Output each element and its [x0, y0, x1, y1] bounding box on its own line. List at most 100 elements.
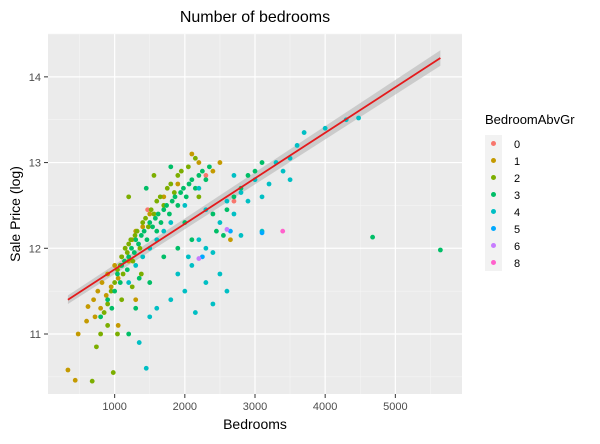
data-point-bedrooms-3 [192, 185, 198, 191]
data-point-bedrooms-4 [140, 254, 146, 260]
data-point-bedrooms-2 [110, 370, 116, 375]
data-point-bedrooms-3 [168, 164, 174, 170]
x-tick-label: 5000 [383, 401, 407, 413]
data-point-bedrooms-3 [214, 228, 219, 234]
data-point-bedrooms-2 [101, 310, 107, 315]
data-point-bedrooms-3 [161, 207, 167, 213]
data-point-bedrooms-4 [168, 297, 174, 303]
points-layer [65, 115, 443, 384]
legend: BedroomAbvGr 0 1 2 3 4 5 6 8 [485, 112, 575, 271]
data-point-bedrooms-2 [126, 241, 132, 247]
confidence-band [67, 50, 441, 305]
data-point-bedrooms-4 [133, 263, 139, 268]
data-point-bedrooms-4 [356, 115, 361, 121]
data-point-bedrooms-2 [134, 228, 140, 234]
data-point-bedrooms-4 [161, 228, 167, 234]
data-point-bedrooms-3 [131, 250, 137, 255]
data-point-bedrooms-3 [126, 331, 132, 337]
data-point-bedrooms-3 [245, 173, 251, 178]
data-point-bedrooms-3 [166, 211, 172, 217]
data-point-bedrooms-4 [126, 280, 132, 285]
data-point-bedrooms-3 [144, 237, 150, 243]
legend-dot-5 [491, 226, 496, 231]
data-point-bedrooms-2 [154, 198, 160, 204]
data-point-bedrooms-3 [175, 245, 181, 251]
data-point-bedrooms-2 [128, 237, 134, 243]
data-point-bedrooms-1 [112, 263, 118, 268]
data-point-bedrooms-3 [189, 177, 195, 183]
data-point-bedrooms-3 [252, 168, 258, 174]
legend-label-0: 0 [514, 139, 520, 151]
data-point-bedrooms-3 [152, 215, 158, 221]
data-point-bedrooms-4 [154, 305, 160, 311]
data-point-bedrooms-2 [151, 173, 157, 178]
data-point-bedrooms-4 [210, 301, 216, 307]
x-tick-label: 4000 [313, 401, 337, 413]
data-point-bedrooms-4 [182, 288, 188, 294]
data-point-bedrooms-2 [143, 215, 148, 221]
data-point-bedrooms-2 [137, 245, 143, 251]
data-point-bedrooms-1 [95, 288, 101, 294]
data-point-bedrooms-3 [231, 194, 237, 200]
data-point-bedrooms-3 [133, 237, 139, 243]
data-point-bedrooms-2 [130, 258, 136, 264]
data-point-bedrooms-4 [231, 173, 237, 178]
data-point-bedrooms-4 [196, 185, 202, 191]
legend-label-1: 1 [514, 156, 520, 168]
data-point-bedrooms-2 [98, 331, 104, 337]
data-point-bedrooms-3 [117, 280, 123, 285]
data-point-bedrooms-4 [301, 130, 307, 135]
data-point-bedrooms-2 [124, 250, 130, 255]
y-tick-label: 14 [29, 72, 41, 84]
data-point-bedrooms-2 [94, 344, 99, 350]
data-point-bedrooms-4 [196, 237, 202, 243]
data-point-bedrooms-2 [151, 211, 157, 217]
data-point-bedrooms-2 [140, 220, 146, 225]
data-point-bedrooms-4 [136, 340, 142, 345]
data-point-bedrooms-3 [138, 233, 144, 238]
data-point-bedrooms-0 [145, 207, 151, 213]
y-tick-label: 13 [29, 158, 41, 170]
data-point-bedrooms-2 [138, 271, 144, 277]
legend-label-6: 6 [514, 241, 520, 253]
data-point-bedrooms-4 [280, 168, 286, 174]
data-point-bedrooms-4 [168, 220, 174, 225]
data-point-bedrooms-1 [210, 168, 216, 174]
regression-line [67, 57, 441, 301]
data-point-bedrooms-3 [158, 220, 164, 225]
data-point-bedrooms-3 [136, 241, 141, 247]
data-point-bedrooms-3 [143, 185, 149, 191]
data-point-bedrooms-1 [175, 181, 181, 187]
data-point-bedrooms-2 [129, 284, 135, 290]
x-tick-label: 3000 [243, 401, 267, 413]
confidence-band-layer [67, 50, 441, 305]
data-point-bedrooms-3 [178, 190, 184, 195]
data-point-bedrooms-1 [196, 160, 202, 165]
data-point-bedrooms-3 [186, 181, 192, 187]
data-point-bedrooms-4 [203, 280, 209, 285]
data-point-bedrooms-4 [147, 314, 153, 320]
data-point-bedrooms-1 [140, 224, 146, 230]
data-point-bedrooms-2 [122, 245, 128, 251]
legend-title: BedroomAbvGr [485, 112, 575, 127]
data-point-bedrooms-1 [115, 275, 121, 281]
data-point-bedrooms-2 [171, 190, 177, 195]
legend-label-4: 4 [514, 207, 520, 219]
data-point-bedrooms-2 [112, 280, 118, 285]
data-point-bedrooms-4 [245, 198, 251, 204]
data-point-bedrooms-3 [150, 224, 155, 230]
data-point-bedrooms-2 [192, 155, 198, 161]
data-point-bedrooms-4 [224, 288, 230, 294]
data-point-bedrooms-3 [126, 254, 132, 260]
data-point-bedrooms-1 [99, 280, 105, 285]
data-point-bedrooms-3 [181, 185, 186, 191]
data-point-bedrooms-3 [206, 164, 212, 170]
data-point-bedrooms-4 [259, 194, 265, 200]
legend-dot-6 [491, 243, 496, 248]
data-point-bedrooms-3 [210, 211, 216, 217]
legend-dot-4 [491, 209, 496, 214]
data-point-bedrooms-1 [84, 318, 89, 324]
y-axis-label: Sale Price (log) [7, 166, 23, 262]
data-point-bedrooms-1 [85, 304, 91, 309]
